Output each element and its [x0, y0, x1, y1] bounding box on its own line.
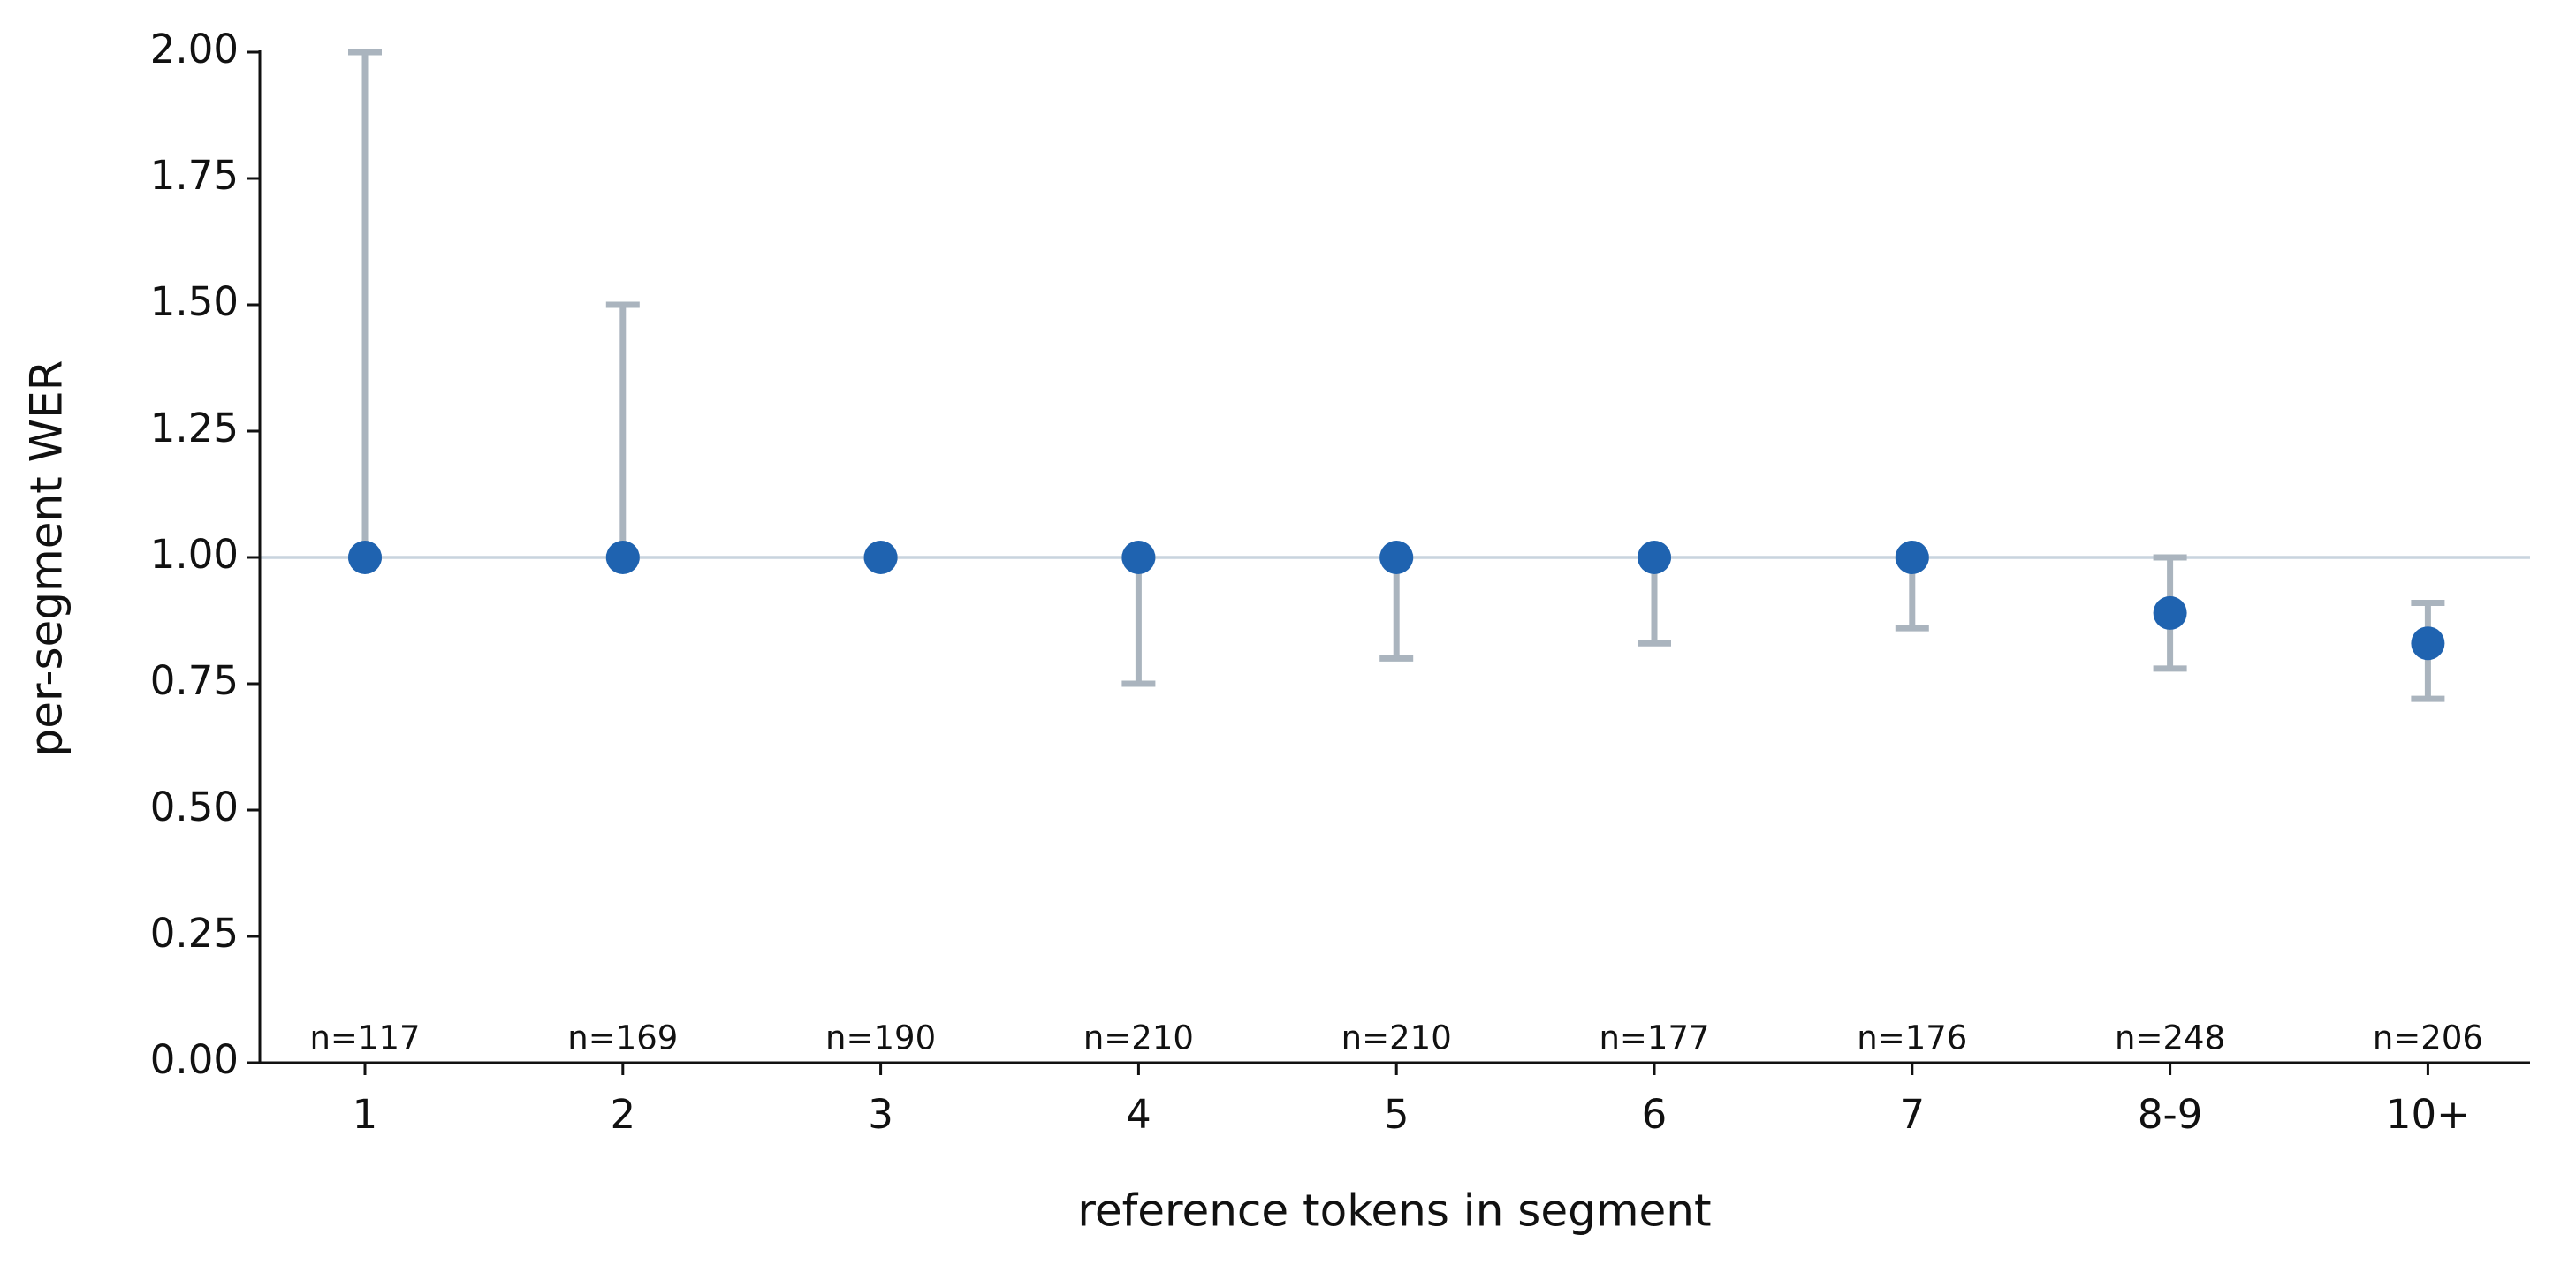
x-tick-label: 4 — [1126, 1091, 1151, 1138]
x-tick-label: 2 — [610, 1091, 635, 1138]
error-bar — [605, 301, 640, 561]
y-axis-title: per-segment WER — [21, 360, 72, 757]
point — [1121, 541, 1156, 574]
y-tick-label: 1.50 — [150, 278, 239, 325]
annotation: n=169 — [567, 1019, 678, 1057]
x-tick-label: 5 — [1384, 1091, 1410, 1138]
point — [605, 541, 640, 574]
annotation: n=177 — [1599, 1019, 1709, 1057]
y-tick-label: 1.00 — [150, 531, 239, 578]
point — [1379, 541, 1414, 574]
point — [1638, 541, 1671, 574]
x-tick-label: 7 — [1899, 1091, 1925, 1138]
error-bar — [348, 49, 382, 561]
error-bar — [1121, 554, 1156, 687]
y-tick-label: 0.00 — [150, 1036, 239, 1083]
y-tick-label: 0.75 — [150, 657, 239, 704]
x-tick-label: 10+ — [2386, 1091, 2470, 1138]
y-tick-label: 0.50 — [150, 784, 239, 830]
point — [2153, 595, 2187, 630]
y-tick-label: 0.25 — [150, 910, 239, 957]
annotation: n=190 — [825, 1019, 936, 1057]
point — [348, 541, 382, 574]
x-tick-label: 8-9 — [2138, 1091, 2203, 1138]
y-tick-label: 1.25 — [150, 405, 239, 451]
annotation: n=210 — [1083, 1019, 1194, 1057]
x-axis-title: reference tokens in segment — [1077, 1185, 1711, 1237]
point — [1895, 541, 1929, 574]
x-tick-label: 6 — [1642, 1091, 1668, 1138]
x-tick-label: 1 — [353, 1091, 378, 1138]
annotation: n=206 — [2373, 1019, 2483, 1057]
point — [863, 541, 898, 574]
annotation: n=210 — [1341, 1019, 1452, 1057]
x-tick-label: 3 — [868, 1091, 893, 1138]
y-tick-label: 2.00 — [150, 26, 239, 72]
annotation: n=117 — [309, 1019, 420, 1057]
y-tick-label: 1.75 — [150, 152, 239, 199]
annotation: n=176 — [1857, 1019, 1967, 1057]
annotation: n=248 — [2115, 1019, 2225, 1057]
point — [2411, 626, 2445, 661]
